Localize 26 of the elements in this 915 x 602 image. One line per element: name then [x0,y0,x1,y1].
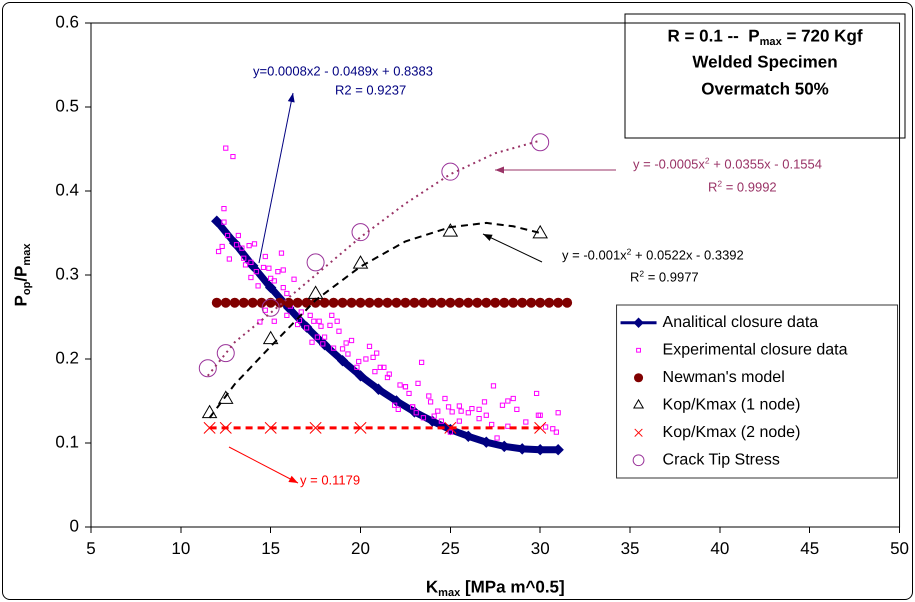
legend-label: Newman's model [662,369,785,386]
x-tick-label: 30 [530,538,550,558]
x-tick-label: 45 [800,538,820,558]
x-tick-label: 25 [440,538,460,558]
x-tick-label: 20 [351,538,370,558]
y-tick-label: 0.6 [55,12,79,32]
y-axis-title: Pop/Pmax [12,242,34,307]
y-tick-label: 0.1 [55,432,79,452]
x-tick-label: 5 [86,538,96,558]
y-tick-label: 0.4 [55,180,79,200]
x-tick-label: 10 [171,538,190,558]
y-tick-label: 0 [70,516,79,536]
x-tick-label: 35 [620,538,640,558]
legend-label: Kop/Kmax (2 node) [662,424,800,442]
x-tick-label: 15 [261,538,280,558]
y-tick-label: 0.2 [55,348,79,368]
annotation: y = 0.1179 [300,472,360,488]
y-tick-label: 0.3 [55,264,79,284]
annotation: y=0.0008x2 - 0.0489x + 0.8383 R2 = 0.9237 [253,64,433,98]
legend-label: Kop/Kmax (1 node) [662,396,800,414]
x-tick-label: 50 [890,538,910,558]
y-tick-label: 0.5 [55,96,79,116]
legend-label: Experimental closure data [662,342,848,359]
x-tick-label: 40 [710,538,730,558]
legend-label: Analitical closure data [662,314,818,332]
legend-label: Crack Tip Stress [662,452,780,469]
